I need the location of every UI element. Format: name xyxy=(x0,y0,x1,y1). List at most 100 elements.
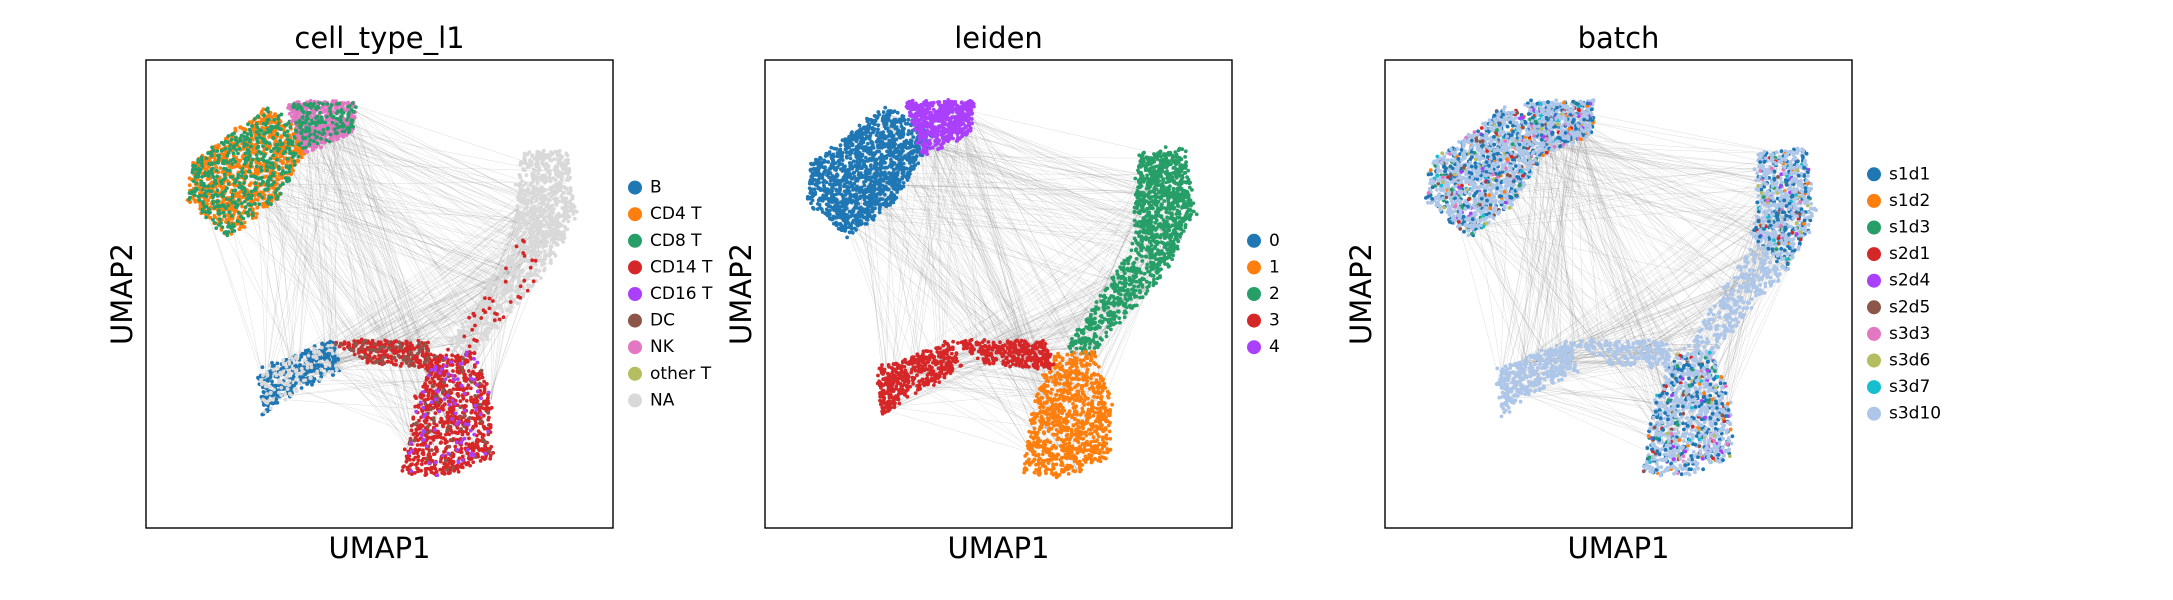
point xyxy=(333,342,338,347)
point xyxy=(325,126,330,131)
point xyxy=(211,184,215,188)
point xyxy=(209,189,214,194)
point xyxy=(206,151,211,156)
point xyxy=(273,371,278,376)
point xyxy=(467,442,472,447)
point xyxy=(463,414,467,418)
point xyxy=(562,236,567,240)
point xyxy=(225,168,230,173)
point xyxy=(492,318,497,323)
point xyxy=(210,153,214,158)
point xyxy=(221,160,225,165)
point xyxy=(549,186,554,191)
point xyxy=(317,364,321,369)
point xyxy=(468,428,473,433)
point xyxy=(425,404,430,409)
point xyxy=(217,217,222,222)
point xyxy=(211,148,216,153)
point xyxy=(188,195,192,200)
point xyxy=(486,429,491,434)
point xyxy=(455,377,460,381)
point xyxy=(265,392,269,396)
point xyxy=(558,230,562,235)
point xyxy=(383,349,388,354)
point xyxy=(226,134,231,138)
point xyxy=(300,116,305,120)
point xyxy=(467,315,471,320)
point xyxy=(263,140,268,145)
point xyxy=(396,349,401,354)
point xyxy=(529,161,534,166)
point xyxy=(454,387,459,391)
point xyxy=(479,316,484,320)
point xyxy=(559,164,564,169)
point xyxy=(443,377,448,382)
point xyxy=(396,354,401,358)
point xyxy=(542,188,547,193)
point xyxy=(539,175,543,180)
point xyxy=(287,146,292,151)
point xyxy=(265,114,269,119)
point xyxy=(199,155,204,160)
point xyxy=(257,149,262,154)
point xyxy=(279,134,284,139)
point xyxy=(271,136,276,140)
point xyxy=(418,359,423,363)
point xyxy=(417,347,422,352)
point xyxy=(499,265,503,270)
point xyxy=(571,211,576,216)
point xyxy=(239,133,244,138)
point xyxy=(535,149,540,154)
point xyxy=(217,208,221,213)
point xyxy=(482,426,487,431)
point xyxy=(439,416,444,421)
point xyxy=(441,389,445,394)
point xyxy=(400,468,405,473)
point xyxy=(460,321,464,326)
point xyxy=(430,448,434,452)
point xyxy=(268,390,273,395)
point xyxy=(230,175,235,179)
point xyxy=(239,138,243,143)
point xyxy=(477,402,482,407)
point xyxy=(557,221,562,225)
point xyxy=(491,276,496,281)
point xyxy=(445,428,450,432)
point xyxy=(335,111,339,116)
point xyxy=(284,164,289,169)
point xyxy=(452,377,457,382)
point xyxy=(462,391,467,396)
point xyxy=(236,191,241,195)
point xyxy=(458,361,463,366)
point xyxy=(464,353,469,357)
point xyxy=(275,365,280,370)
point xyxy=(233,159,238,164)
point xyxy=(570,208,574,213)
point xyxy=(431,452,436,457)
point xyxy=(542,217,546,222)
point xyxy=(421,451,426,455)
point xyxy=(426,340,430,345)
point xyxy=(248,195,253,200)
point xyxy=(421,428,426,433)
point xyxy=(429,400,434,405)
point xyxy=(425,424,430,429)
point xyxy=(447,444,452,449)
point xyxy=(456,391,460,396)
point xyxy=(433,397,438,402)
point xyxy=(530,209,534,213)
point xyxy=(453,411,458,416)
point xyxy=(483,451,488,456)
point xyxy=(266,378,270,382)
point xyxy=(318,110,322,115)
point xyxy=(237,181,242,186)
point xyxy=(392,345,397,349)
point xyxy=(275,157,280,162)
point xyxy=(269,149,273,154)
point xyxy=(275,194,280,199)
point xyxy=(523,230,527,235)
point xyxy=(195,187,200,192)
legend-marker xyxy=(628,393,642,408)
point xyxy=(526,244,530,249)
point xyxy=(292,163,297,167)
